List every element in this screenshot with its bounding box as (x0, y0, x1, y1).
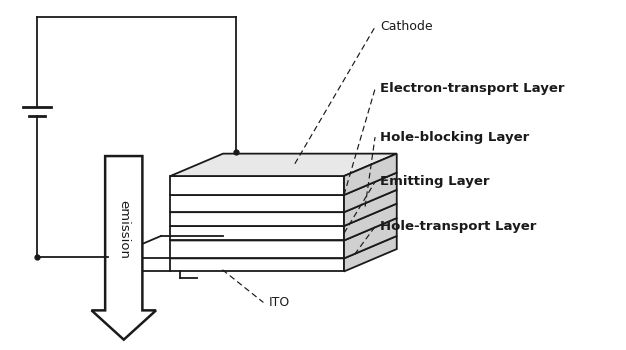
Polygon shape (170, 212, 344, 226)
Polygon shape (170, 176, 344, 195)
Text: ITO: ITO (269, 296, 290, 309)
Polygon shape (170, 240, 344, 258)
Polygon shape (344, 190, 397, 226)
Text: emission: emission (117, 200, 130, 259)
Polygon shape (170, 190, 397, 212)
Text: Emitting Layer: Emitting Layer (380, 175, 490, 188)
Polygon shape (344, 204, 397, 240)
Text: Electron-transport Layer: Electron-transport Layer (380, 82, 565, 96)
Polygon shape (170, 173, 397, 195)
Polygon shape (170, 258, 344, 272)
Polygon shape (170, 218, 397, 240)
Text: Cathode: Cathode (380, 20, 433, 33)
Polygon shape (344, 173, 397, 212)
Polygon shape (170, 236, 397, 258)
Polygon shape (170, 195, 344, 212)
Polygon shape (344, 154, 397, 195)
Text: Hole-transport Layer: Hole-transport Layer (380, 220, 536, 233)
Polygon shape (344, 236, 397, 272)
Polygon shape (170, 226, 344, 240)
Polygon shape (170, 204, 397, 226)
Text: Hole-blocking Layer: Hole-blocking Layer (380, 131, 529, 144)
Polygon shape (91, 156, 156, 340)
Polygon shape (170, 154, 397, 176)
Polygon shape (344, 218, 397, 258)
